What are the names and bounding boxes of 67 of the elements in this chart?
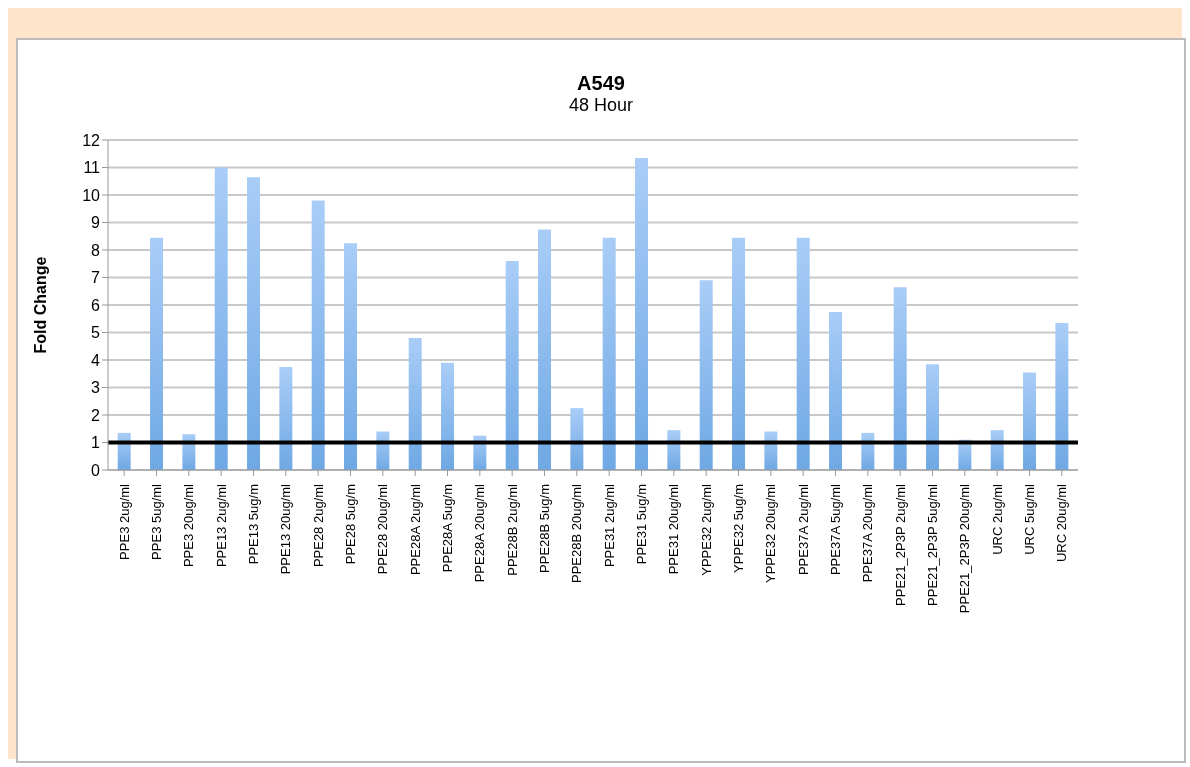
x-tick-label: PPE28A 5ug/m [440, 484, 455, 573]
x-tick-label: URC 5ug/ml [1022, 483, 1037, 555]
y-tick-label: 10 [82, 186, 101, 204]
bar [829, 311, 843, 470]
chart-title: A549 [576, 72, 626, 95]
bar [926, 364, 940, 470]
x-tick-label: PPE37A 5ug/ml [828, 483, 843, 576]
bar [538, 229, 552, 470]
x-tick-label: PPE28B 5ug/m [537, 484, 552, 573]
x-tick-label: PPE13 2ug/ml [213, 483, 229, 568]
y-tick-label: 9 [91, 214, 101, 232]
y-tick-label: 1 [91, 434, 101, 452]
x-tick-label: PPE28A 20ug/ml [472, 483, 488, 583]
bar [602, 237, 616, 470]
bar [279, 366, 293, 470]
y-tick-label: 4 [91, 351, 101, 369]
bar [150, 237, 164, 470]
x-tick-label: PPE28B 20ug/ml [569, 483, 585, 584]
x-tick-label: PPE13 5ug/m [246, 484, 261, 565]
bar [796, 237, 810, 470]
x-tick-label: PPE3 5ug/ml [149, 483, 164, 560]
bar [214, 167, 228, 470]
x-tick-label: PPE3 20ug/ml [181, 483, 197, 568]
bar [893, 287, 907, 470]
x-tick-label: PPE31 20ug/ml [666, 483, 682, 575]
x-tick-label: PPE21_2P3P 2ug/ml [892, 483, 908, 606]
bar [408, 338, 422, 470]
bar [1023, 372, 1037, 470]
x-tick-label: URC 2ug/ml [989, 483, 1005, 555]
x-tick-label: PPE28B 2ug/ml [504, 483, 520, 576]
x-tick-label: PPE37A 20ug/ml [860, 483, 876, 583]
bar [441, 362, 455, 470]
bar [311, 200, 325, 470]
x-tick-label: PPE31 2ug/ml [601, 483, 617, 568]
bar [1055, 322, 1069, 470]
x-tick-label: PPE28A 2ug/ml [407, 483, 423, 576]
bar [344, 243, 358, 470]
x-tick-label: PPE31 5ug/m [634, 484, 649, 565]
y-tick-label: 3 [91, 379, 101, 397]
bar [570, 408, 584, 470]
y-tick-label: 2 [91, 406, 101, 424]
y-tick-label: 11 [83, 159, 101, 177]
y-tick-label: 8 [91, 241, 101, 259]
y-tick-label: 0 [91, 461, 101, 479]
bar [635, 157, 649, 470]
x-tick-label: PPE37A 2ug/ml [795, 483, 811, 576]
x-tick-label: PPE28 2ug/ml [310, 483, 326, 568]
x-tick-label: YPPE32 2ug/ml [698, 483, 714, 576]
bar [505, 261, 519, 470]
y-tick-label: 7 [91, 269, 101, 287]
bar [247, 177, 261, 470]
x-tick-label: PPE13 20ug/ml [278, 483, 294, 575]
y-tick-label: 6 [91, 296, 101, 314]
x-tick-label: URC 20ug/ml [1054, 483, 1070, 563]
bar [732, 237, 746, 470]
x-tick-label: YPPE32 20ug/ml [763, 483, 779, 584]
x-tick-label: PPE28 5ug/m [343, 484, 358, 565]
x-tick-label: PPE21_2P3P 20ug/ml [957, 483, 973, 614]
x-tick-label: PPE21_2P3P 5ug/ml [925, 483, 940, 606]
y-tick-label: 12 [82, 131, 101, 149]
x-tick-label: PPE28 20ug/ml [375, 483, 391, 575]
x-tick-label: PPE3 2ug/ml [116, 483, 132, 560]
chart-subtitle: 48 Hour [567, 95, 634, 116]
y-tick-label: 5 [91, 324, 101, 342]
y-axis-title: Fold Change [31, 256, 49, 354]
bar [699, 280, 713, 470]
x-tick-label: YPPE32 5ug/m [731, 484, 746, 573]
